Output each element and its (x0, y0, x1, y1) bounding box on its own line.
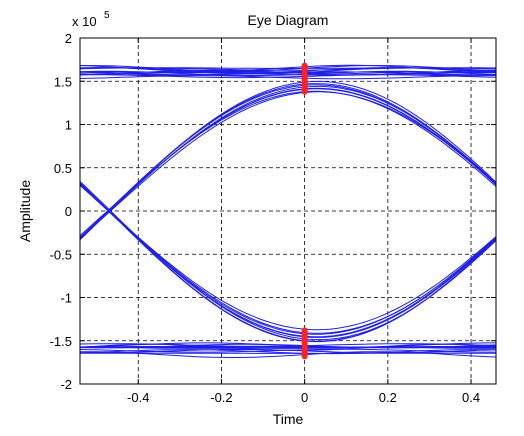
eye-trace-27 (79, 69, 496, 76)
eye-trace-43 (79, 90, 497, 236)
y-tick-label-5: 0.5 (54, 161, 72, 176)
eye-trace-12 (79, 343, 497, 347)
eye-trace-21 (79, 75, 496, 80)
eye-trace-35 (79, 85, 497, 240)
x-tick-label-2: 0 (301, 390, 308, 405)
eye-trace-29 (79, 87, 497, 238)
x-axis-title: Time (273, 411, 304, 427)
x-tick-label-4: 0.4 (462, 390, 480, 405)
eye-trace-42 (79, 185, 497, 331)
eye-trace-32 (79, 182, 497, 342)
axes (79, 37, 497, 385)
eye-trace-34 (79, 183, 497, 338)
x-tick-label-1: -0.2 (210, 390, 232, 405)
eye-traces (79, 64, 497, 358)
y-tick-label-4: 0 (65, 204, 72, 219)
y-tick-label-6: 1 (65, 118, 72, 133)
y-exponent-prefix: x 10 (72, 14, 97, 29)
eye-trace-38 (79, 183, 497, 338)
eye-trace-31 (79, 84, 497, 238)
eye-trace-13 (80, 346, 496, 349)
eye-trace-19 (79, 67, 496, 69)
eye-trace-33 (79, 80, 497, 241)
eye-trace-28 (79, 184, 497, 335)
tick-labels: -0.4 -0.2 0 0.2 0.4 -2 -1.5 -1 -0.5 0 0.5 1 1.5 2 (50, 31, 480, 405)
eye-trace-41 (79, 91, 497, 239)
eye-trace-30 (79, 183, 497, 334)
eye-trace-26 (79, 67, 497, 75)
y-tick-label-3: -0.5 (50, 247, 72, 262)
y-tick-label-2: -1 (60, 291, 72, 306)
chart-title: Eye Diagram (248, 12, 329, 28)
eye-trace-37 (79, 83, 497, 239)
y-tick-label-0: -2 (60, 377, 72, 392)
eye-trace-36 (79, 182, 497, 343)
x-tick-label-0: -0.4 (127, 390, 149, 405)
x-tick-label-3: 0.2 (379, 390, 397, 405)
y-exponent-superscript: 5 (104, 10, 110, 21)
y-tick-label-7: 1.5 (54, 74, 72, 89)
y-tick-label-1: -1.5 (50, 334, 72, 349)
y-axis-title: Amplitude (17, 180, 33, 242)
grid (80, 38, 496, 384)
eye-trace-39 (79, 88, 497, 238)
y-tick-label-8: 2 (65, 31, 72, 46)
eye-trace-40 (79, 181, 497, 341)
